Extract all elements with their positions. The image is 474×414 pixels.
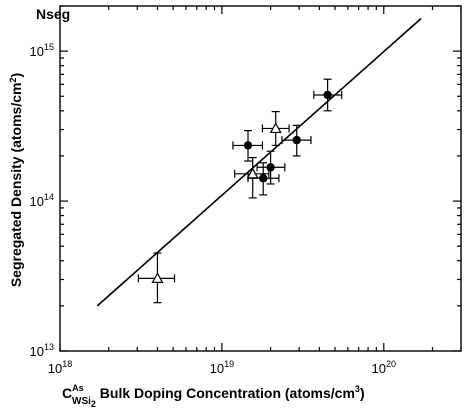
y-tick-label-exp: 15: [44, 42, 54, 52]
y-tick-label: 1013: [30, 342, 54, 359]
x-tick-label: 1020: [372, 359, 396, 376]
y-tick-label: 1015: [30, 42, 54, 59]
filled-circle-marker: [259, 174, 268, 183]
x-axis-label-sup: As: [72, 383, 84, 393]
data-point-open-triangle: [261, 111, 290, 147]
y-tick-label-exp: 13: [44, 342, 54, 352]
y-tick-label-base: 10: [30, 44, 44, 59]
x-tick-label: 1018: [48, 359, 72, 376]
data-point-filled-circle: [281, 124, 312, 157]
data-point-open-triangle: [234, 156, 270, 199]
plot-frame: [59, 5, 462, 352]
x-tick-label-base: 10: [372, 361, 386, 376]
data-point-filled-circle: [247, 162, 280, 196]
x-tick-label-exp: 19: [224, 359, 234, 369]
y-tick-label-base: 10: [30, 194, 44, 209]
x-axis-label-text: Bulk Doping Concentration (atoms/cm: [96, 385, 355, 401]
y-axis-label: Segregated Density (atoms/cm2): [8, 73, 24, 287]
x-axis-label-symbol: C: [62, 385, 72, 401]
y-axis-label-unit-exp: 2: [8, 78, 18, 83]
y-tick-label-base: 10: [30, 344, 44, 359]
x-axis-label-unit-exp: 3: [355, 384, 360, 394]
fit-line: [96, 17, 422, 307]
x-axis-label: CAs WSi2 Bulk Doping Concentration (atoms…: [62, 383, 365, 409]
y-axis-label-text: Segregated Density (atoms/cm: [8, 83, 24, 288]
y-tick-label-exp: 14: [44, 192, 54, 202]
x-tick-label: 1019: [210, 359, 234, 376]
x-tick-label-exp: 20: [386, 359, 396, 369]
x-axis-ticks: 1018 1019 1020: [48, 6, 462, 376]
x-axis-label-close: ): [360, 385, 365, 401]
data-point-filled-circle: [232, 130, 264, 162]
filled-circle-marker: [266, 163, 275, 172]
data-point-open-triangle: [137, 252, 176, 304]
filled-circle-marker: [292, 135, 301, 145]
x-tick-label-exp: 18: [62, 359, 72, 369]
open-triangle-marker: [151, 272, 164, 283]
open-triangle-marker: [269, 122, 282, 134]
data-point-filled-circle: [256, 150, 286, 185]
x-axis-label-sub: WSi: [72, 396, 91, 407]
filled-circle-marker: [323, 90, 332, 100]
data-points: [137, 78, 343, 304]
y-tick-label: 1014: [30, 192, 54, 209]
filled-circle-marker: [243, 141, 253, 150]
corner-label: Nseg: [36, 6, 70, 22]
open-triangle-marker: [246, 167, 259, 179]
x-tick-label-base: 10: [48, 361, 62, 376]
x-axis-label-subsub: 2: [91, 399, 96, 409]
data-point-filled-circle: [313, 78, 343, 112]
y-axis-label-close: ): [8, 73, 24, 78]
x-tick-label-base: 10: [210, 361, 224, 376]
